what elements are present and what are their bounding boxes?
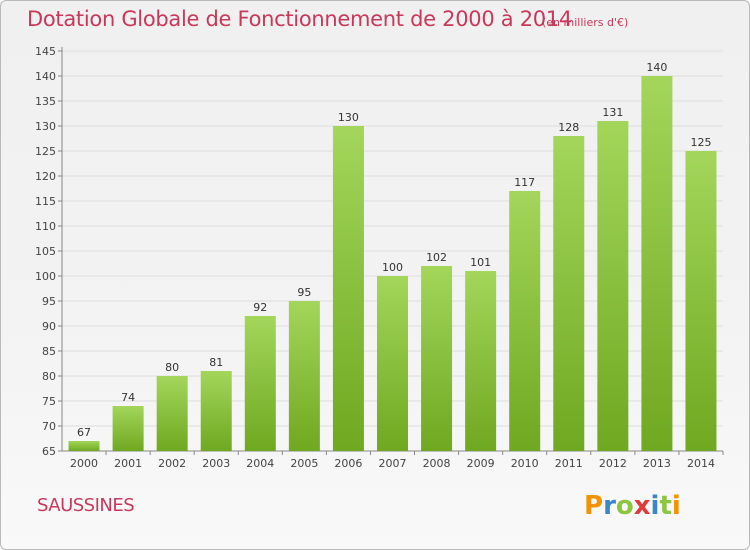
chart-unit-label: (en milliers d'€) — [542, 16, 629, 29]
x-tick-label-2002: 2002 — [158, 457, 186, 470]
y-tick-label: 70 — [42, 420, 56, 433]
bar-2010 — [509, 191, 541, 451]
data-label-2013: 140 — [646, 61, 667, 74]
y-tick-label: 80 — [42, 370, 56, 383]
data-label-2000: 67 — [77, 426, 91, 439]
y-tick-label: 115 — [35, 195, 56, 208]
logo-letter: i — [650, 491, 660, 521]
bar-2007 — [377, 276, 408, 451]
x-tick-label-2001: 2001 — [114, 457, 142, 470]
bar-2012 — [597, 121, 629, 451]
y-tick-label: 85 — [42, 345, 56, 358]
y-tick-label: 75 — [42, 395, 56, 408]
data-label-2006: 130 — [338, 111, 359, 124]
y-tick-label: 65 — [42, 445, 56, 458]
proxiti-logo[interactable]: Proxiti — [584, 491, 681, 521]
logo-letter: i — [671, 491, 681, 521]
data-label-2009: 101 — [470, 256, 491, 269]
bars — [68, 76, 717, 451]
logo-letter: t — [659, 491, 672, 521]
y-tick-labels: 65 70 75 80 85 90 95 100 105 110 115 120 125 130 135 14… — [35, 45, 62, 458]
bar-2004 — [244, 316, 276, 451]
y-tick-label: 95 — [42, 295, 56, 308]
x-tick-label-2008: 2008 — [423, 457, 451, 470]
y-tick-label: 140 — [35, 70, 56, 83]
y-tick-label: 130 — [35, 120, 56, 133]
bar-2001 — [112, 406, 144, 451]
x-tick-label-2000: 2000 — [70, 457, 98, 470]
bar-2003 — [200, 371, 232, 451]
y-tick-label: 110 — [35, 220, 56, 233]
bar-2014 — [685, 151, 717, 451]
bar-2000 — [68, 441, 100, 451]
y-tick-label: 100 — [35, 270, 56, 283]
y-tick-label: 145 — [35, 45, 56, 58]
data-label-2001: 74 — [121, 391, 135, 404]
bar-2013 — [641, 76, 673, 451]
logo-letter: o — [615, 491, 634, 521]
x-tick-labels: 2000 2001 2002 2003 2004 2005 2006 2007 2008 2009… — [70, 451, 724, 470]
x-tick-label-2003: 2003 — [202, 457, 230, 470]
x-tick-label-2007: 2007 — [379, 457, 407, 470]
x-tick-label-2004: 2004 — [246, 457, 274, 470]
y-tick-label: 105 — [35, 245, 56, 258]
bar-2008 — [421, 266, 453, 451]
data-label-2002: 80 — [165, 361, 179, 374]
y-tick-label: 135 — [35, 95, 56, 108]
commune-name: SAUSSINES — [37, 495, 135, 516]
x-tick-label-2012: 2012 — [599, 457, 627, 470]
y-tick-label: 120 — [35, 170, 56, 183]
y-tick-label: 125 — [35, 145, 56, 158]
logo-letter: r — [603, 491, 616, 521]
x-tick-label-2006: 2006 — [334, 457, 362, 470]
bar-2005 — [288, 301, 320, 451]
data-label-2003: 81 — [209, 356, 223, 369]
data-label-2004: 92 — [253, 301, 267, 314]
bar-2006 — [332, 126, 364, 451]
bar-2002 — [156, 376, 188, 451]
chart-title: Dotation Globale de Fonctionnement de 20… — [27, 7, 572, 31]
bar-2009 — [465, 271, 497, 451]
data-label-2012: 131 — [602, 106, 623, 119]
x-tick-label-2011: 2011 — [555, 457, 583, 470]
x-tick-label-2013: 2013 — [643, 457, 671, 470]
y-tick-label: 90 — [42, 320, 56, 333]
data-labels: 67 74 80 81 92 95 130 100 102 101 117 128 131 140 125 — [77, 61, 711, 439]
data-label-2008: 102 — [426, 251, 447, 264]
bar-2011 — [553, 136, 585, 451]
data-label-2007: 100 — [382, 261, 403, 274]
logo-letter: P — [584, 491, 604, 521]
x-tick-label-2005: 2005 — [290, 457, 318, 470]
data-label-2010: 117 — [514, 176, 535, 189]
data-label-2011: 128 — [558, 121, 579, 134]
x-tick-label-2009: 2009 — [467, 457, 495, 470]
logo-letter: x — [633, 491, 651, 521]
data-label-2005: 95 — [297, 286, 311, 299]
x-tick-label-2014: 2014 — [687, 457, 715, 470]
x-tick-label-2010: 2010 — [511, 457, 539, 470]
data-label-2014: 125 — [690, 136, 711, 149]
